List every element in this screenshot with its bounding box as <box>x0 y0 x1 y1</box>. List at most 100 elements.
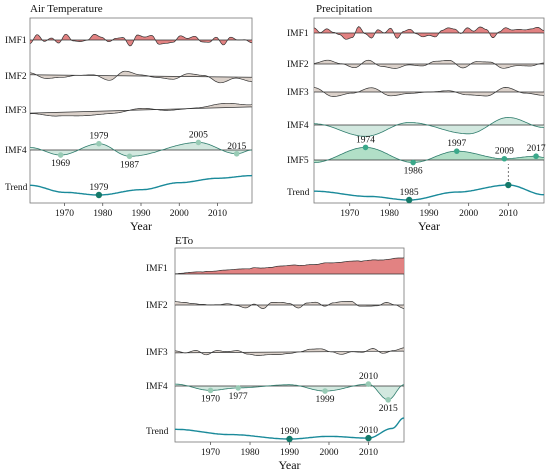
point-label: 1977 <box>229 392 248 402</box>
row-fill <box>175 257 404 274</box>
plot-frame <box>313 17 545 204</box>
row-fill <box>314 117 544 137</box>
x-tick-label: 1990 <box>420 209 439 219</box>
row-label-imf4: IMF4 <box>5 146 27 156</box>
point-label: 1969 <box>51 159 70 169</box>
row-label-imf3: IMF3 <box>146 348 168 358</box>
chart-panel-0: Air Temperature 1970 1980 1990 2000 2010 Year I… <box>5 3 253 233</box>
x-tick-label: 2000 <box>170 209 189 219</box>
chart-panel-1: Precipitation 1970 1980 1990 2000 2010 Year IMF… <box>287 3 546 233</box>
plot-frame <box>29 17 253 204</box>
row-line <box>29 33 253 47</box>
extremum-point <box>505 181 512 189</box>
point-label: 2010 <box>359 372 378 382</box>
row-line <box>29 70 253 84</box>
row-label-imf2: IMF2 <box>146 301 168 311</box>
extremum-point <box>385 397 392 403</box>
x-tick-label: 2000 <box>459 209 478 219</box>
row-fill <box>314 147 544 163</box>
row-line <box>313 116 544 137</box>
row-label-trend: Trend <box>5 183 28 193</box>
extremum-point <box>405 196 413 204</box>
point-label: 2005 <box>189 130 208 140</box>
extremum-point <box>207 387 214 394</box>
row-baseline <box>29 74 253 78</box>
row-label-trend: Trend <box>287 188 310 198</box>
extremum-point <box>533 153 539 160</box>
point-label: 1997 <box>447 139 466 149</box>
row-line <box>313 26 545 40</box>
row-line <box>30 141 253 157</box>
row-label-imf1: IMF1 <box>146 264 168 274</box>
extremum-point <box>57 152 64 158</box>
x-axis-title: Year <box>418 219 440 233</box>
extremum-point <box>365 381 372 387</box>
x-tick-label: 2000 <box>319 448 338 458</box>
row-label-imf4: IMF4 <box>146 382 168 392</box>
row-label-imf3: IMF3 <box>287 88 309 98</box>
extremum-point <box>322 388 328 394</box>
chart-panel-2: ETo 1970 1980 1990 2000 2010 Year IMF1 IMF2 IMF3 I… <box>146 235 405 472</box>
row-label-imf1: IMF1 <box>287 29 309 39</box>
x-tick-label: 1980 <box>93 209 112 219</box>
row-label-imf5: IMF5 <box>287 156 309 166</box>
x-tick-label: 1970 <box>201 448 220 458</box>
point-label: 1979 <box>89 183 108 193</box>
row-label-imf2: IMF2 <box>287 60 309 70</box>
x-tick-label: 1970 <box>55 209 74 219</box>
extremum-point <box>195 139 202 146</box>
extremum-point <box>501 155 508 162</box>
point-label: 1970 <box>201 394 220 404</box>
point-label: 1979 <box>89 132 108 142</box>
point-label: 2009 <box>495 147 514 157</box>
point-label: 1985 <box>400 188 419 198</box>
chart-title: ETo <box>175 235 194 247</box>
point-label: 2010 <box>359 426 378 436</box>
x-axis-title: Year <box>278 458 300 472</box>
extremum-point <box>233 150 240 157</box>
extremum-point <box>126 153 133 160</box>
extremum-point <box>95 191 103 199</box>
row-label-trend: Trend <box>146 427 169 437</box>
trend-line <box>30 174 253 196</box>
extremum-point <box>365 434 372 442</box>
extremum-point <box>410 159 416 166</box>
x-tick-label: 1990 <box>132 209 151 219</box>
point-label: 1974 <box>356 135 375 145</box>
row-line <box>313 59 545 69</box>
row-baseline <box>174 350 405 354</box>
x-axis-title: Year <box>130 219 152 233</box>
extremum-point <box>453 148 460 154</box>
row-baseline <box>29 106 253 114</box>
x-tick-label: 2010 <box>359 448 378 458</box>
point-label: 1987 <box>120 160 139 170</box>
row-label-imf3: IMF3 <box>5 106 27 116</box>
extremum-point <box>96 140 102 147</box>
extremum-point <box>286 435 293 443</box>
point-label: 1990 <box>280 427 299 437</box>
extremum-point <box>362 144 369 151</box>
row-fill <box>314 87 544 97</box>
row-line <box>29 102 253 117</box>
point-label: 2015 <box>379 404 398 414</box>
x-tick-label: 1990 <box>280 448 299 458</box>
x-tick-label: 1980 <box>241 448 260 458</box>
point-label: 2017 <box>527 144 546 154</box>
x-tick-label: 2010 <box>208 209 227 219</box>
chart-title: Precipitation <box>316 3 373 15</box>
extremum-point <box>235 385 241 391</box>
x-tick-label: 2010 <box>499 209 518 219</box>
plot-frame <box>174 247 405 443</box>
row-label-imf4: IMF4 <box>287 121 309 131</box>
point-label: 2015 <box>227 142 246 152</box>
row-label-imf1: IMF1 <box>5 36 27 46</box>
row-fill <box>30 142 252 157</box>
x-tick-label: 1970 <box>340 209 359 219</box>
row-line <box>174 257 405 275</box>
point-label: 1986 <box>404 167 423 177</box>
point-label: 1999 <box>316 395 335 405</box>
chart-title: Air Temperature <box>30 3 103 15</box>
x-tick-label: 1980 <box>380 209 399 219</box>
row-label-imf2: IMF2 <box>5 72 27 82</box>
